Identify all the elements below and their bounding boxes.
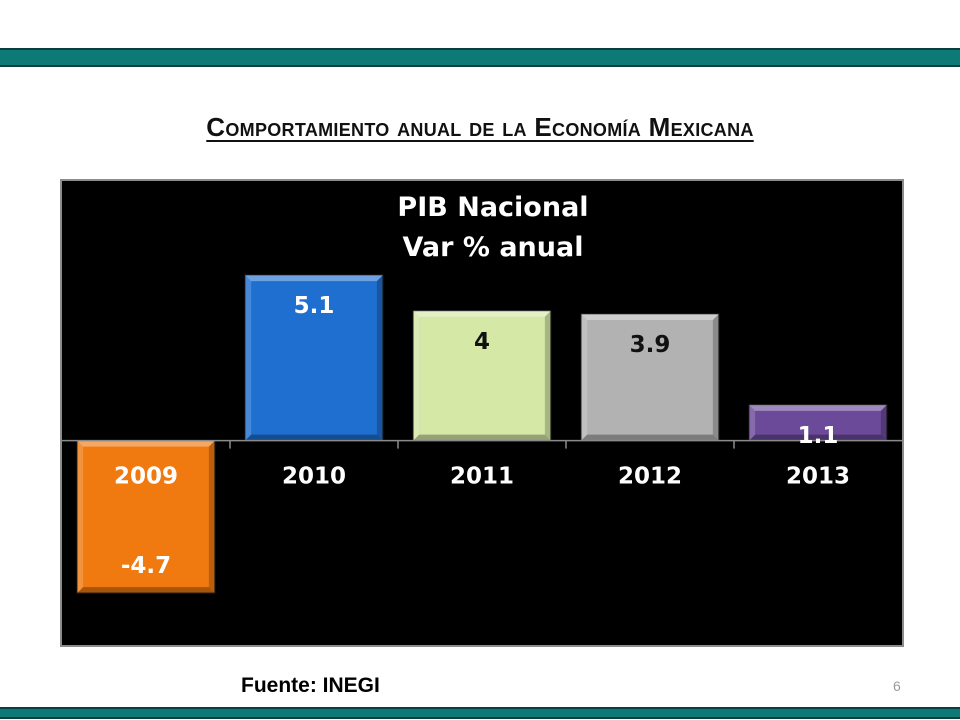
bar-bevel-left (77, 440, 84, 594)
x-tick-label: 2012 (618, 464, 682, 490)
bar-bevel-bottom (245, 434, 383, 441)
bar-bevel-right (712, 314, 719, 441)
chart-subtitle: Var % anual (403, 232, 584, 263)
bar-bevel-right (880, 404, 887, 441)
page-number: 6 (893, 678, 901, 694)
slide-title: Comportamiento anual de la Economía Mexi… (206, 112, 754, 142)
bar-bevel-right (376, 275, 383, 441)
x-tick-label: 2010 (282, 464, 346, 490)
data-label: 1.1 (798, 423, 839, 449)
header-band (0, 48, 960, 67)
bar-body (76, 440, 216, 594)
bar-bevel-bottom (413, 434, 551, 441)
footer-band (0, 707, 960, 719)
chart-title: PIB Nacional (397, 192, 588, 223)
bar-body (580, 313, 720, 442)
bar-bevel-right (208, 440, 215, 594)
chart-frame: PIB Nacional Var % anual -4.7 2009 5.1 2010… (60, 179, 904, 647)
bar-bevel-top (245, 275, 383, 282)
bar-bevel-bottom (77, 587, 215, 594)
bar-body (244, 274, 384, 442)
bar-2010 (244, 274, 384, 442)
bar-chart: PIB Nacional Var % anual -4.7 2009 5.1 2010… (62, 192, 902, 594)
bar-body (748, 404, 888, 442)
data-label: -4.7 (121, 553, 171, 579)
bar-bevel-top (749, 404, 887, 411)
bar-bevel-left (581, 314, 588, 441)
bar-bevel-top (413, 310, 551, 317)
data-label: 5.1 (294, 293, 335, 319)
bar-2012 (580, 313, 720, 442)
x-tick-label: 2011 (450, 464, 514, 490)
bar-bevel-bottom (581, 434, 719, 441)
bar-2011 (412, 310, 552, 442)
bar-2009 (76, 440, 216, 594)
data-label: 3.9 (630, 332, 671, 358)
bar-2013 (748, 404, 888, 442)
bar-bevel-top (77, 440, 215, 447)
data-label: 4 (474, 329, 490, 355)
bar-bevel-left (245, 275, 252, 441)
bar-bevel-left (413, 310, 420, 441)
bar-bevel-left (749, 404, 756, 441)
x-tick-label: 2009 (114, 464, 178, 490)
bar-bevel-right (544, 310, 551, 441)
x-tick-label: 2013 (786, 464, 850, 490)
bar-bevel-bottom (749, 434, 887, 441)
source-note: Fuente: INEGI (241, 674, 380, 697)
bar-bevel-top (581, 314, 719, 321)
